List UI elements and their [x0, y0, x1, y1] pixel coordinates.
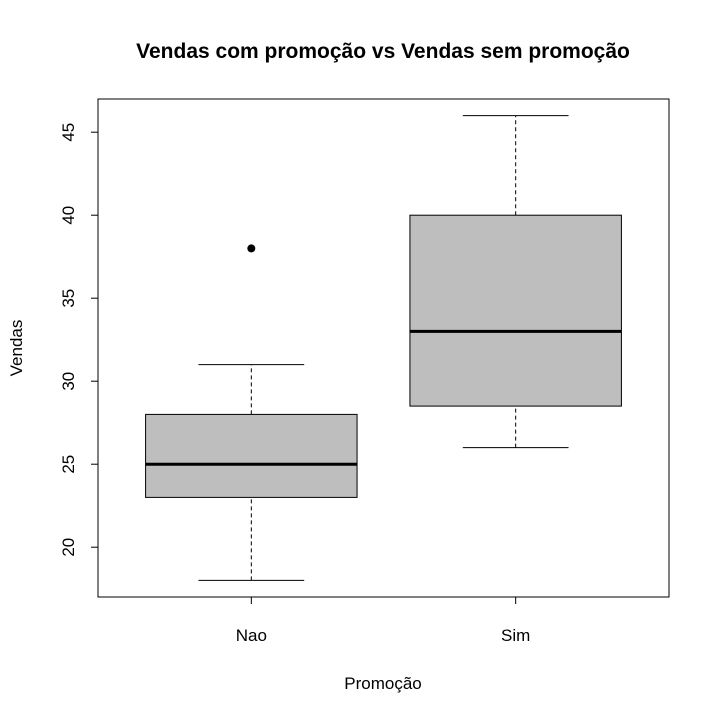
y-tick-label: 45	[59, 123, 78, 142]
x-tick-label: Sim	[501, 626, 530, 645]
plot-frame	[97, 98, 670, 598]
y-tick-label: 40	[59, 206, 78, 225]
box-group-nao	[145, 244, 358, 581]
plot-marks	[145, 115, 622, 581]
x-axis: Nao Sim	[236, 597, 530, 645]
y-axis-label: Vendas	[7, 320, 26, 377]
box-group-sim	[409, 115, 622, 449]
iqr-box	[145, 413, 358, 498]
y-axis: 20 25 30 35 40 45	[59, 123, 98, 557]
outlier-point	[247, 244, 256, 253]
iqr-box	[409, 214, 622, 407]
x-axis-label: Promoção	[344, 674, 421, 693]
y-tick-label: 30	[59, 372, 78, 391]
y-tick-label: 35	[59, 289, 78, 308]
x-tick-label: Nao	[236, 626, 267, 645]
y-tick-label: 20	[59, 538, 78, 557]
y-tick-label: 25	[59, 455, 78, 474]
chart-title: Vendas com promoção vs Vendas sem promoç…	[136, 40, 630, 63]
